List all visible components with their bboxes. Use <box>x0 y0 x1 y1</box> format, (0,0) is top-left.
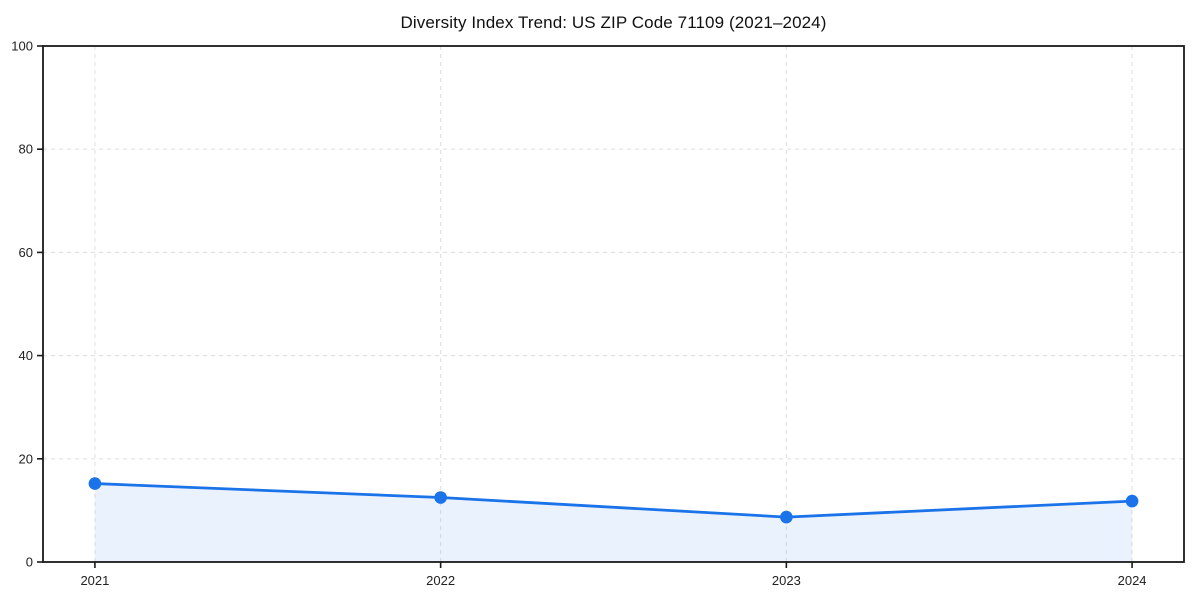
y-tick-label-60: 60 <box>19 245 33 260</box>
data-point-2023 <box>780 510 793 524</box>
x-tick-label-2022: 2022 <box>426 573 455 588</box>
area-fill <box>94 483 1133 562</box>
data-point-2022 <box>434 491 447 504</box>
y-tick-label-0: 0 <box>26 555 33 570</box>
x-tick-label-2021: 2021 <box>80 573 109 588</box>
y-tick-label-80: 80 <box>19 142 33 157</box>
data-point-2021 <box>88 477 102 490</box>
y-tick-label-100: 100 <box>11 39 33 54</box>
x-tick-label-2024: 2024 <box>1118 573 1147 588</box>
x-tick-label-2023: 2023 <box>772 573 801 588</box>
plot-border <box>42 45 1185 563</box>
chart-title: Diversity Index Trend: US ZIP Code 71109… <box>400 13 827 32</box>
data-point-2024 <box>1125 494 1139 508</box>
trend-line <box>93 482 1134 519</box>
y-tick-label-20: 20 <box>19 451 33 466</box>
y-tick-label-40: 40 <box>19 348 33 363</box>
